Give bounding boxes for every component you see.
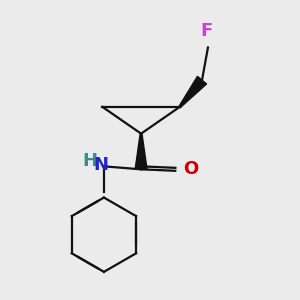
Text: N: N — [94, 156, 109, 174]
Polygon shape — [135, 134, 147, 169]
Text: H: H — [82, 152, 97, 170]
Text: O: O — [184, 160, 199, 178]
Text: F: F — [200, 22, 213, 40]
Polygon shape — [179, 76, 207, 107]
